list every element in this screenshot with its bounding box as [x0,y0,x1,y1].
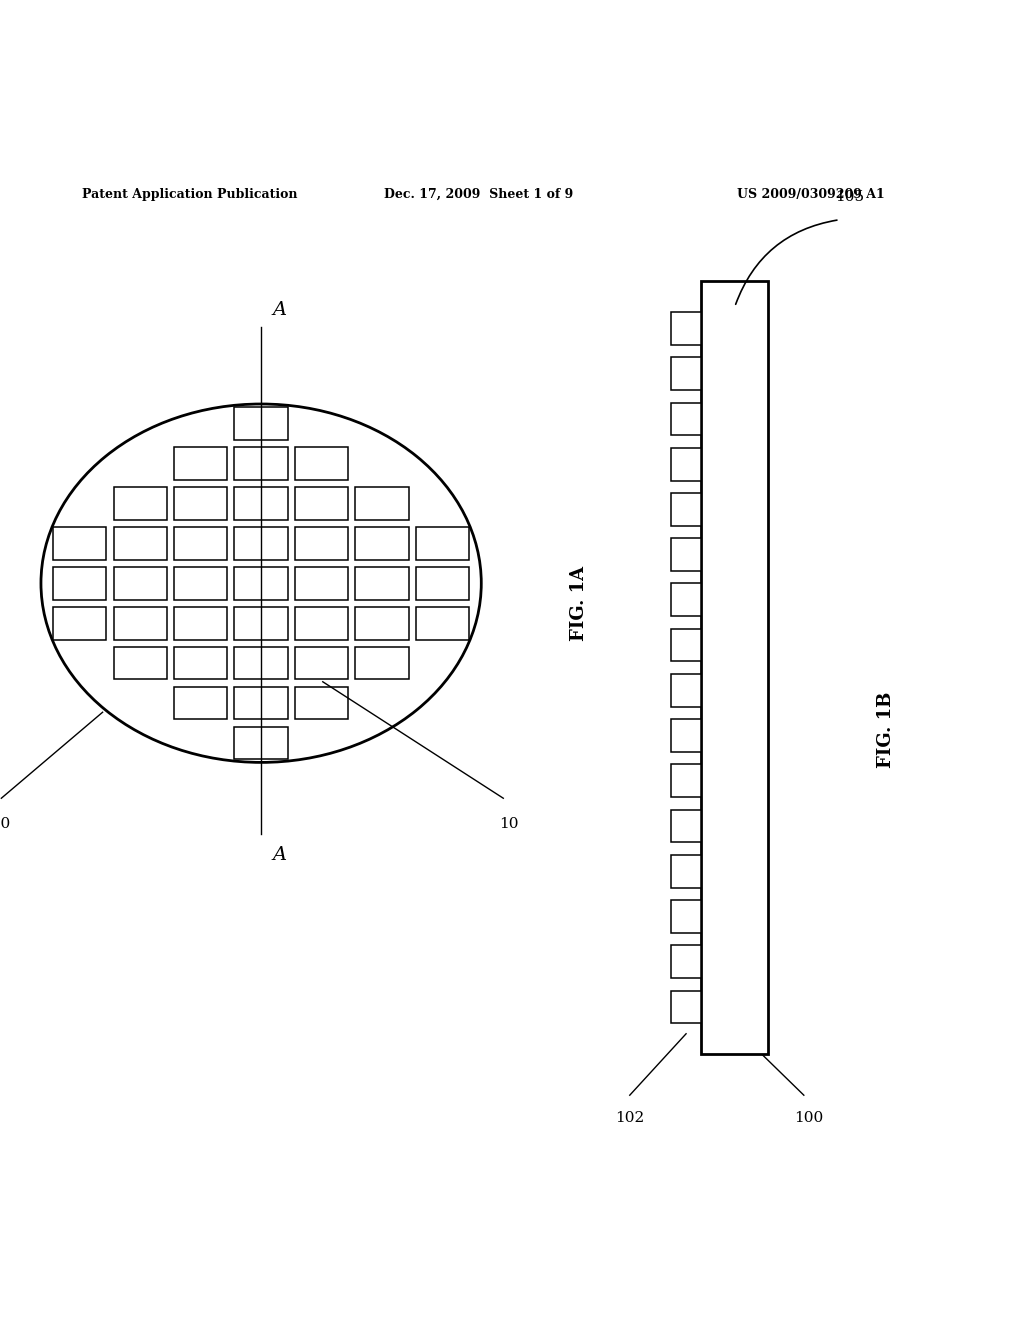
Text: A: A [272,301,287,319]
Bar [114,527,167,560]
Bar [174,647,227,680]
Bar [671,447,701,480]
Bar [295,647,348,680]
Text: US 2009/0309209 A1: US 2009/0309209 A1 [737,187,885,201]
Bar [234,566,288,599]
Bar [295,527,348,560]
Bar [114,487,167,520]
Bar [295,566,348,599]
Text: Dec. 17, 2009  Sheet 1 of 9: Dec. 17, 2009 Sheet 1 of 9 [384,187,573,201]
Bar [234,607,288,639]
Bar [416,527,469,560]
Text: 100: 100 [795,1110,823,1125]
Bar [671,358,701,389]
Bar [234,527,288,560]
Bar [671,990,701,1023]
Bar [671,539,701,572]
Bar [355,566,409,599]
Bar [174,527,227,560]
Bar [174,447,227,479]
Text: 102: 102 [615,1110,644,1125]
Bar [53,607,106,639]
Bar [114,566,167,599]
Bar [234,447,288,479]
Bar [671,764,701,797]
Bar [234,726,288,759]
Bar [671,675,701,706]
Bar [234,407,288,440]
Bar [174,607,227,639]
Bar [174,686,227,719]
Bar [671,855,701,887]
Bar [701,281,768,1055]
Text: 100: 100 [0,817,11,830]
Bar [355,527,409,560]
Bar [234,686,288,719]
Bar [355,607,409,639]
Bar [53,527,106,560]
Text: Patent Application Publication: Patent Application Publication [82,187,297,201]
Bar [234,487,288,520]
Bar [671,900,701,933]
Bar [671,945,701,978]
Bar [114,607,167,639]
Bar [671,583,701,616]
Bar [355,487,409,520]
Bar [174,487,227,520]
Bar [355,647,409,680]
Bar [671,492,701,525]
Bar [234,647,288,680]
Text: A: A [272,846,287,865]
Bar [671,312,701,345]
Bar [671,403,701,436]
Bar [416,566,469,599]
Bar [114,647,167,680]
Bar [295,447,348,479]
Text: 105: 105 [836,190,864,205]
Bar [295,686,348,719]
Bar [671,628,701,661]
Text: 10: 10 [499,817,518,830]
Bar [671,719,701,752]
Bar [174,566,227,599]
Bar [53,566,106,599]
Text: FIG. 1B: FIG. 1B [877,692,895,768]
Bar [295,487,348,520]
Bar [416,607,469,639]
Bar [295,607,348,639]
Text: FIG. 1A: FIG. 1A [569,566,588,642]
Bar [671,809,701,842]
